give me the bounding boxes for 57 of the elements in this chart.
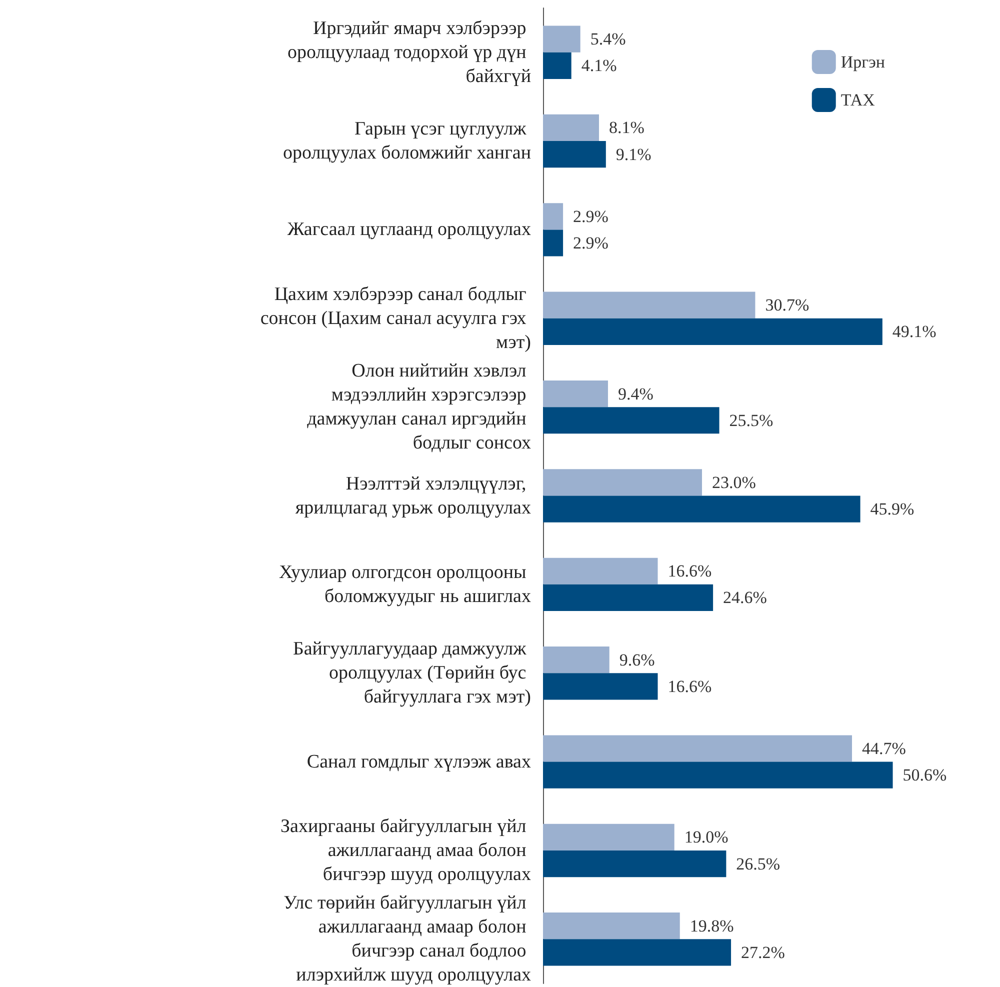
bar bbox=[543, 824, 674, 850]
data-label: 2.9% bbox=[573, 206, 608, 226]
bar bbox=[543, 469, 702, 496]
data-label: 50.6% bbox=[902, 766, 947, 785]
y-tick-label: Гарын үсэг цуглуулж оролцуулах боломжийг ханган bbox=[282, 118, 531, 164]
y-tick-label: Байгууллагуудаар дамжуулж оролцуулах (Төрийн бус байгууллага гэх мэт) bbox=[292, 638, 531, 708]
bar bbox=[543, 939, 732, 966]
data-label: 25.5% bbox=[729, 410, 774, 430]
data-label: 8.1% bbox=[608, 118, 644, 138]
bar bbox=[543, 558, 658, 584]
bar bbox=[543, 114, 599, 142]
data-label: 19.0% bbox=[684, 828, 728, 847]
bar bbox=[543, 292, 756, 318]
bar bbox=[543, 735, 852, 762]
bar bbox=[543, 762, 893, 788]
bar bbox=[543, 318, 882, 345]
data-label: 49.1% bbox=[892, 322, 936, 342]
data-label: 23.0% bbox=[712, 472, 756, 492]
data-label: 24.6% bbox=[723, 588, 767, 608]
data-label: 4.1% bbox=[581, 56, 617, 76]
y-tick-label: Жагсаал цуглаанд оролцуулах bbox=[287, 219, 532, 240]
data-label: 9.6% bbox=[619, 650, 655, 670]
y-tick-label: Санал гомдлыг хүлээж авах bbox=[306, 751, 532, 772]
data-label: 19.8% bbox=[690, 916, 734, 936]
data-label: 45.9% bbox=[870, 500, 914, 519]
bar bbox=[543, 230, 564, 256]
data-label: 2.9% bbox=[573, 234, 608, 253]
bar bbox=[543, 141, 606, 168]
y-tick-label: Цахим хэлбэрээр санал бодлыг сонсон (Цахим санал асуулга гэх мэт) bbox=[260, 284, 531, 353]
bar bbox=[543, 203, 564, 230]
bar bbox=[543, 850, 726, 878]
data-label: 9.4% bbox=[618, 384, 654, 404]
bar bbox=[543, 584, 714, 612]
y-tick-label: Олон нийтийн хэвлэл мэдээллийн хэрэгсэлээр дамжуулан санал иргэдийн бодлыг сонсох bbox=[307, 360, 532, 454]
data-label: 16.6% bbox=[668, 562, 712, 581]
bar bbox=[543, 26, 580, 52]
bar bbox=[543, 380, 608, 408]
data-label: 30.7% bbox=[765, 296, 810, 315]
data-label: 27.2% bbox=[741, 942, 785, 962]
y-tick-label: Нээлттэй хэлэлцүүлэг, ярилцлагад урьж оролцуулах bbox=[295, 473, 532, 518]
data-label: 5.4% bbox=[590, 30, 626, 49]
y-tick-label: Захиргааны байгууллагын үйл ажиллагаанд амаа болон бичгээр шууд оролцуулах bbox=[280, 816, 532, 885]
bar bbox=[543, 496, 860, 522]
bar bbox=[543, 646, 610, 674]
bar bbox=[543, 407, 720, 434]
y-tick-label: Иргэдийг ямарч хэлбэрээр оролцуулаад тодорхой үр дүн байхгүй bbox=[287, 18, 531, 87]
bar bbox=[543, 52, 572, 79]
legend-label: Иргэн bbox=[840, 52, 886, 72]
data-label: 44.7% bbox=[862, 738, 906, 758]
data-label: 16.6% bbox=[668, 676, 712, 696]
legend-label: ТАХ bbox=[840, 90, 875, 110]
y-tick-label: Улс төрийн байгууллагын үйл ажиллагаанд амаар болон бичгээр санал бодлоо илэрхийлж шууд оролцуулах bbox=[283, 892, 532, 986]
bar bbox=[543, 673, 658, 700]
bar bbox=[543, 912, 680, 940]
data-label: 26.5% bbox=[736, 854, 780, 874]
data-label: 9.1% bbox=[616, 144, 652, 164]
y-tick-label: Хуулиар олгогдсон оролцооны боломжуудыг нь ашиглах bbox=[278, 562, 532, 607]
